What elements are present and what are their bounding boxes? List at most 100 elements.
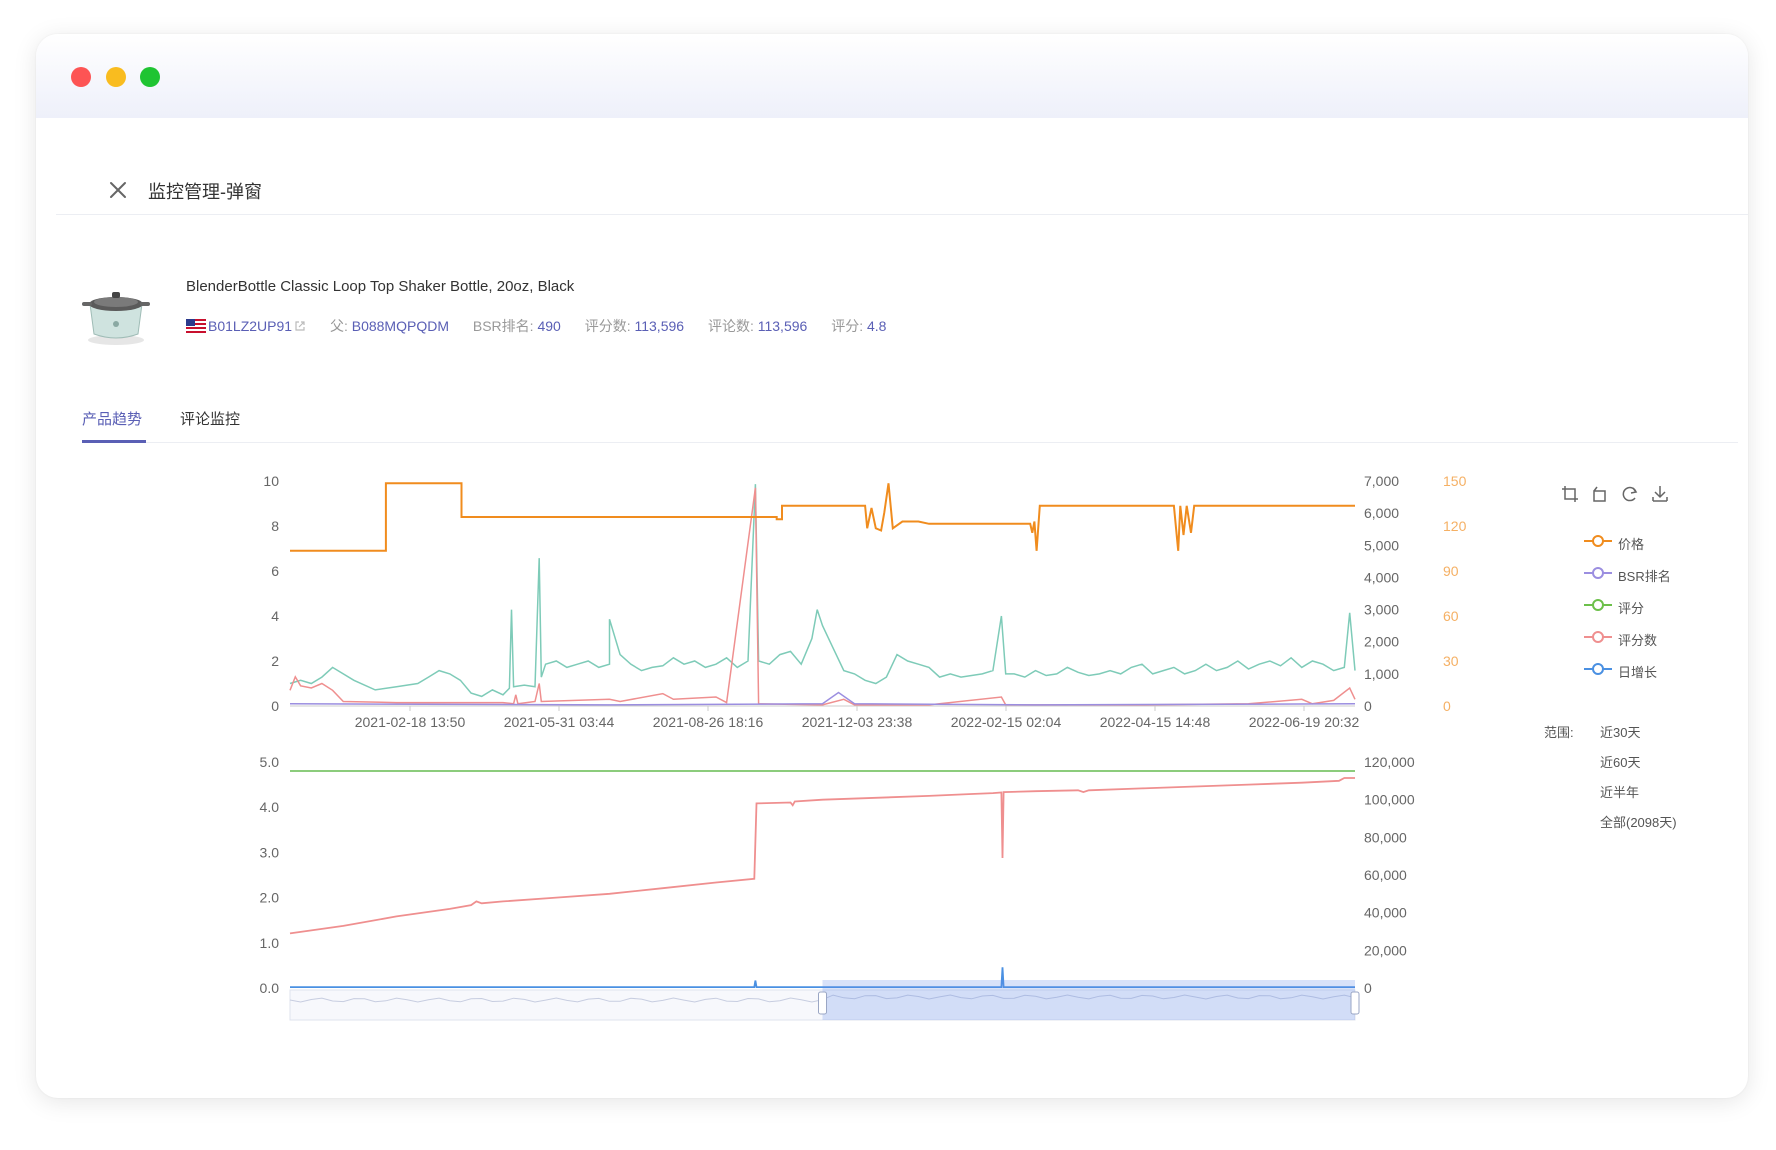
us-flag-icon — [186, 319, 206, 333]
legend-label-rating: 评分 — [1618, 601, 1645, 616]
y-right-tick-label: 100,000 — [1364, 792, 1415, 808]
y-right-tick-label: 0 — [1364, 698, 1372, 714]
y-price-tick-label: 120 — [1443, 518, 1467, 534]
tab-review-monitor-label: 评论监控 — [180, 411, 241, 428]
app-window: 监控管理-弹窗 BlenderBottle Classic Loop Top S… — [36, 34, 1748, 1098]
range-option-half-year[interactable]: 近半年 — [1600, 785, 1640, 800]
y-right-tick-label: 6,000 — [1364, 505, 1399, 521]
rating-item: 评分: 4.8 — [831, 316, 886, 336]
legend-marker-rating-count — [1584, 631, 1612, 643]
tab-product-trend[interactable]: 产品趋势 — [82, 408, 142, 429]
y-right-tick-label: 60,000 — [1364, 867, 1407, 883]
y-right-tick-label: 5,000 — [1364, 537, 1399, 553]
bottom-trend-chart: 5.0 4.0 3.0 2.0 1.0 0.0 120,000 100,000 80,000 60… — [260, 754, 1415, 996]
legend-marker-price — [1584, 535, 1612, 547]
legend-marker-rating — [1584, 599, 1612, 611]
crop-icon[interactable] — [1560, 484, 1580, 504]
modal-title: 监控管理-弹窗 — [148, 182, 262, 202]
y-price-tick-label: 60 — [1443, 608, 1459, 624]
series-line — [290, 482, 1355, 552]
rating-count-value: 113,596 — [634, 318, 685, 334]
y-left-tick-label: 1.0 — [260, 935, 280, 951]
bsr-item: BSR排名: 490 — [473, 316, 561, 336]
series-line — [289, 484, 1356, 698]
undo-crop-icon[interactable] — [1590, 484, 1610, 504]
window-titlebar — [36, 34, 1748, 118]
x-tick-label: 2021-08-26 18:16 — [653, 714, 764, 730]
asin-value[interactable]: B01LZ2UP91 — [208, 318, 293, 334]
y-price-tick-label: 90 — [1443, 563, 1459, 579]
x-tick-label: 2021-02-18 13:50 — [355, 714, 466, 730]
zoom-handle-right — [1350, 991, 1360, 1015]
bsr-value: 490 — [537, 318, 561, 334]
review-count-value: 113,596 — [757, 318, 808, 334]
close-icon[interactable] — [108, 180, 128, 200]
tab-bar: 产品趋势 评论监控 — [82, 400, 1738, 443]
tab-review-monitor[interactable]: 评论监控 — [180, 408, 240, 429]
y-left-tick-label: 6 — [271, 563, 279, 579]
product-meta: B01LZ2UP91 父: B088MQPQDM BSR排名: 490 评分数:… — [186, 316, 906, 336]
rating-count-label: 评分数: — [584, 318, 631, 334]
y-right-tick-label: 20,000 — [1364, 942, 1407, 958]
series-line — [289, 487, 1356, 706]
y-left-tick-label: 8 — [271, 518, 279, 534]
x-tick-label: 2022-02-15 02:04 — [951, 714, 1062, 730]
active-tab-indicator — [82, 440, 146, 443]
window-maximize-dot[interactable] — [140, 67, 160, 87]
y-right-tick-label: 120,000 — [1364, 754, 1415, 770]
window-minimize-dot[interactable] — [106, 67, 126, 87]
data-zoom-slider[interactable] — [289, 980, 1360, 1021]
refresh-icon[interactable] — [1620, 484, 1640, 504]
product-summary: BlenderBottle Classic Loop Top Shaker Bo… — [76, 254, 1708, 364]
y-right-tick-label: 40,000 — [1364, 905, 1407, 921]
range-option-60d[interactable]: 近60天 — [1600, 755, 1641, 770]
product-thumbnail — [82, 292, 150, 345]
range-option-all[interactable]: 全部(2098天) — [1600, 815, 1677, 830]
x-tick-label: 2022-06-19 20:32 — [1249, 714, 1360, 730]
y-right-tick-label: 2,000 — [1364, 634, 1399, 650]
y-left-tick-label: 2.0 — [260, 890, 280, 906]
range-option-30d[interactable]: 近30天 — [1600, 725, 1641, 740]
parent-asin-item: 父: B088MQPQDM — [330, 316, 449, 336]
x-tick-label: 2021-05-31 03:44 — [504, 714, 615, 730]
y-price-tick-label: 0 — [1443, 698, 1451, 714]
window-close-dot[interactable] — [71, 67, 91, 87]
y-left-tick-label: 3.0 — [260, 844, 280, 860]
y-left-tick-label: 4.0 — [260, 799, 280, 815]
y-left-tick-label: 5.0 — [260, 754, 280, 770]
legend-marker-bsr — [1584, 567, 1612, 579]
tab-product-trend-label: 产品趋势 — [82, 411, 143, 428]
y-left-tick-label: 0.0 — [260, 980, 280, 996]
range-label: 范围: — [1544, 725, 1574, 740]
parent-label: 父: — [329, 318, 348, 334]
modal-header: 监控管理-弹窗 — [56, 158, 1748, 215]
rating-value: 4.8 — [866, 318, 887, 334]
y-right-tick-label: 7,000 — [1364, 473, 1399, 489]
zoom-selection — [822, 980, 1355, 1020]
review-count-label: 评论数: — [707, 318, 754, 334]
download-icon[interactable] — [1650, 484, 1670, 504]
top-trend-chart: 10 8 6 4 2 0 7,000 6,000 5,000 4,000 3,000 2,000 1,0… — [263, 473, 1466, 730]
series-line — [289, 777, 1355, 935]
y-right-tick-label: 0 — [1364, 980, 1372, 996]
y-left-tick-label: 2 — [271, 653, 279, 669]
x-tick-label: 2022-04-15 14:48 — [1100, 714, 1211, 730]
y-left-tick-label: 10 — [263, 473, 279, 489]
zoom-handle-left — [818, 991, 827, 1015]
y-right-tick-label: 3,000 — [1364, 602, 1399, 618]
external-link-icon[interactable] — [294, 320, 306, 332]
asin-item[interactable]: B01LZ2UP91 — [186, 318, 306, 334]
legend-label-rating-count: 评分数 — [1618, 633, 1658, 648]
series-line — [289, 691, 1356, 706]
y-price-tick-label: 30 — [1443, 653, 1459, 669]
legend-label-daily-growth: 日增长 — [1618, 665, 1658, 680]
parent-asin-value[interactable]: B088MQPQDM — [351, 318, 449, 334]
y-right-tick-label: 80,000 — [1364, 829, 1407, 845]
y-left-tick-label: 4 — [271, 608, 279, 624]
bsr-label: BSR排名: — [472, 318, 534, 334]
y-right-tick-label: 4,000 — [1364, 569, 1399, 585]
x-tick-label: 2021-12-03 23:38 — [802, 714, 913, 730]
legend-label-bsr: BSR排名 — [1618, 569, 1671, 584]
series-line — [290, 967, 1355, 988]
